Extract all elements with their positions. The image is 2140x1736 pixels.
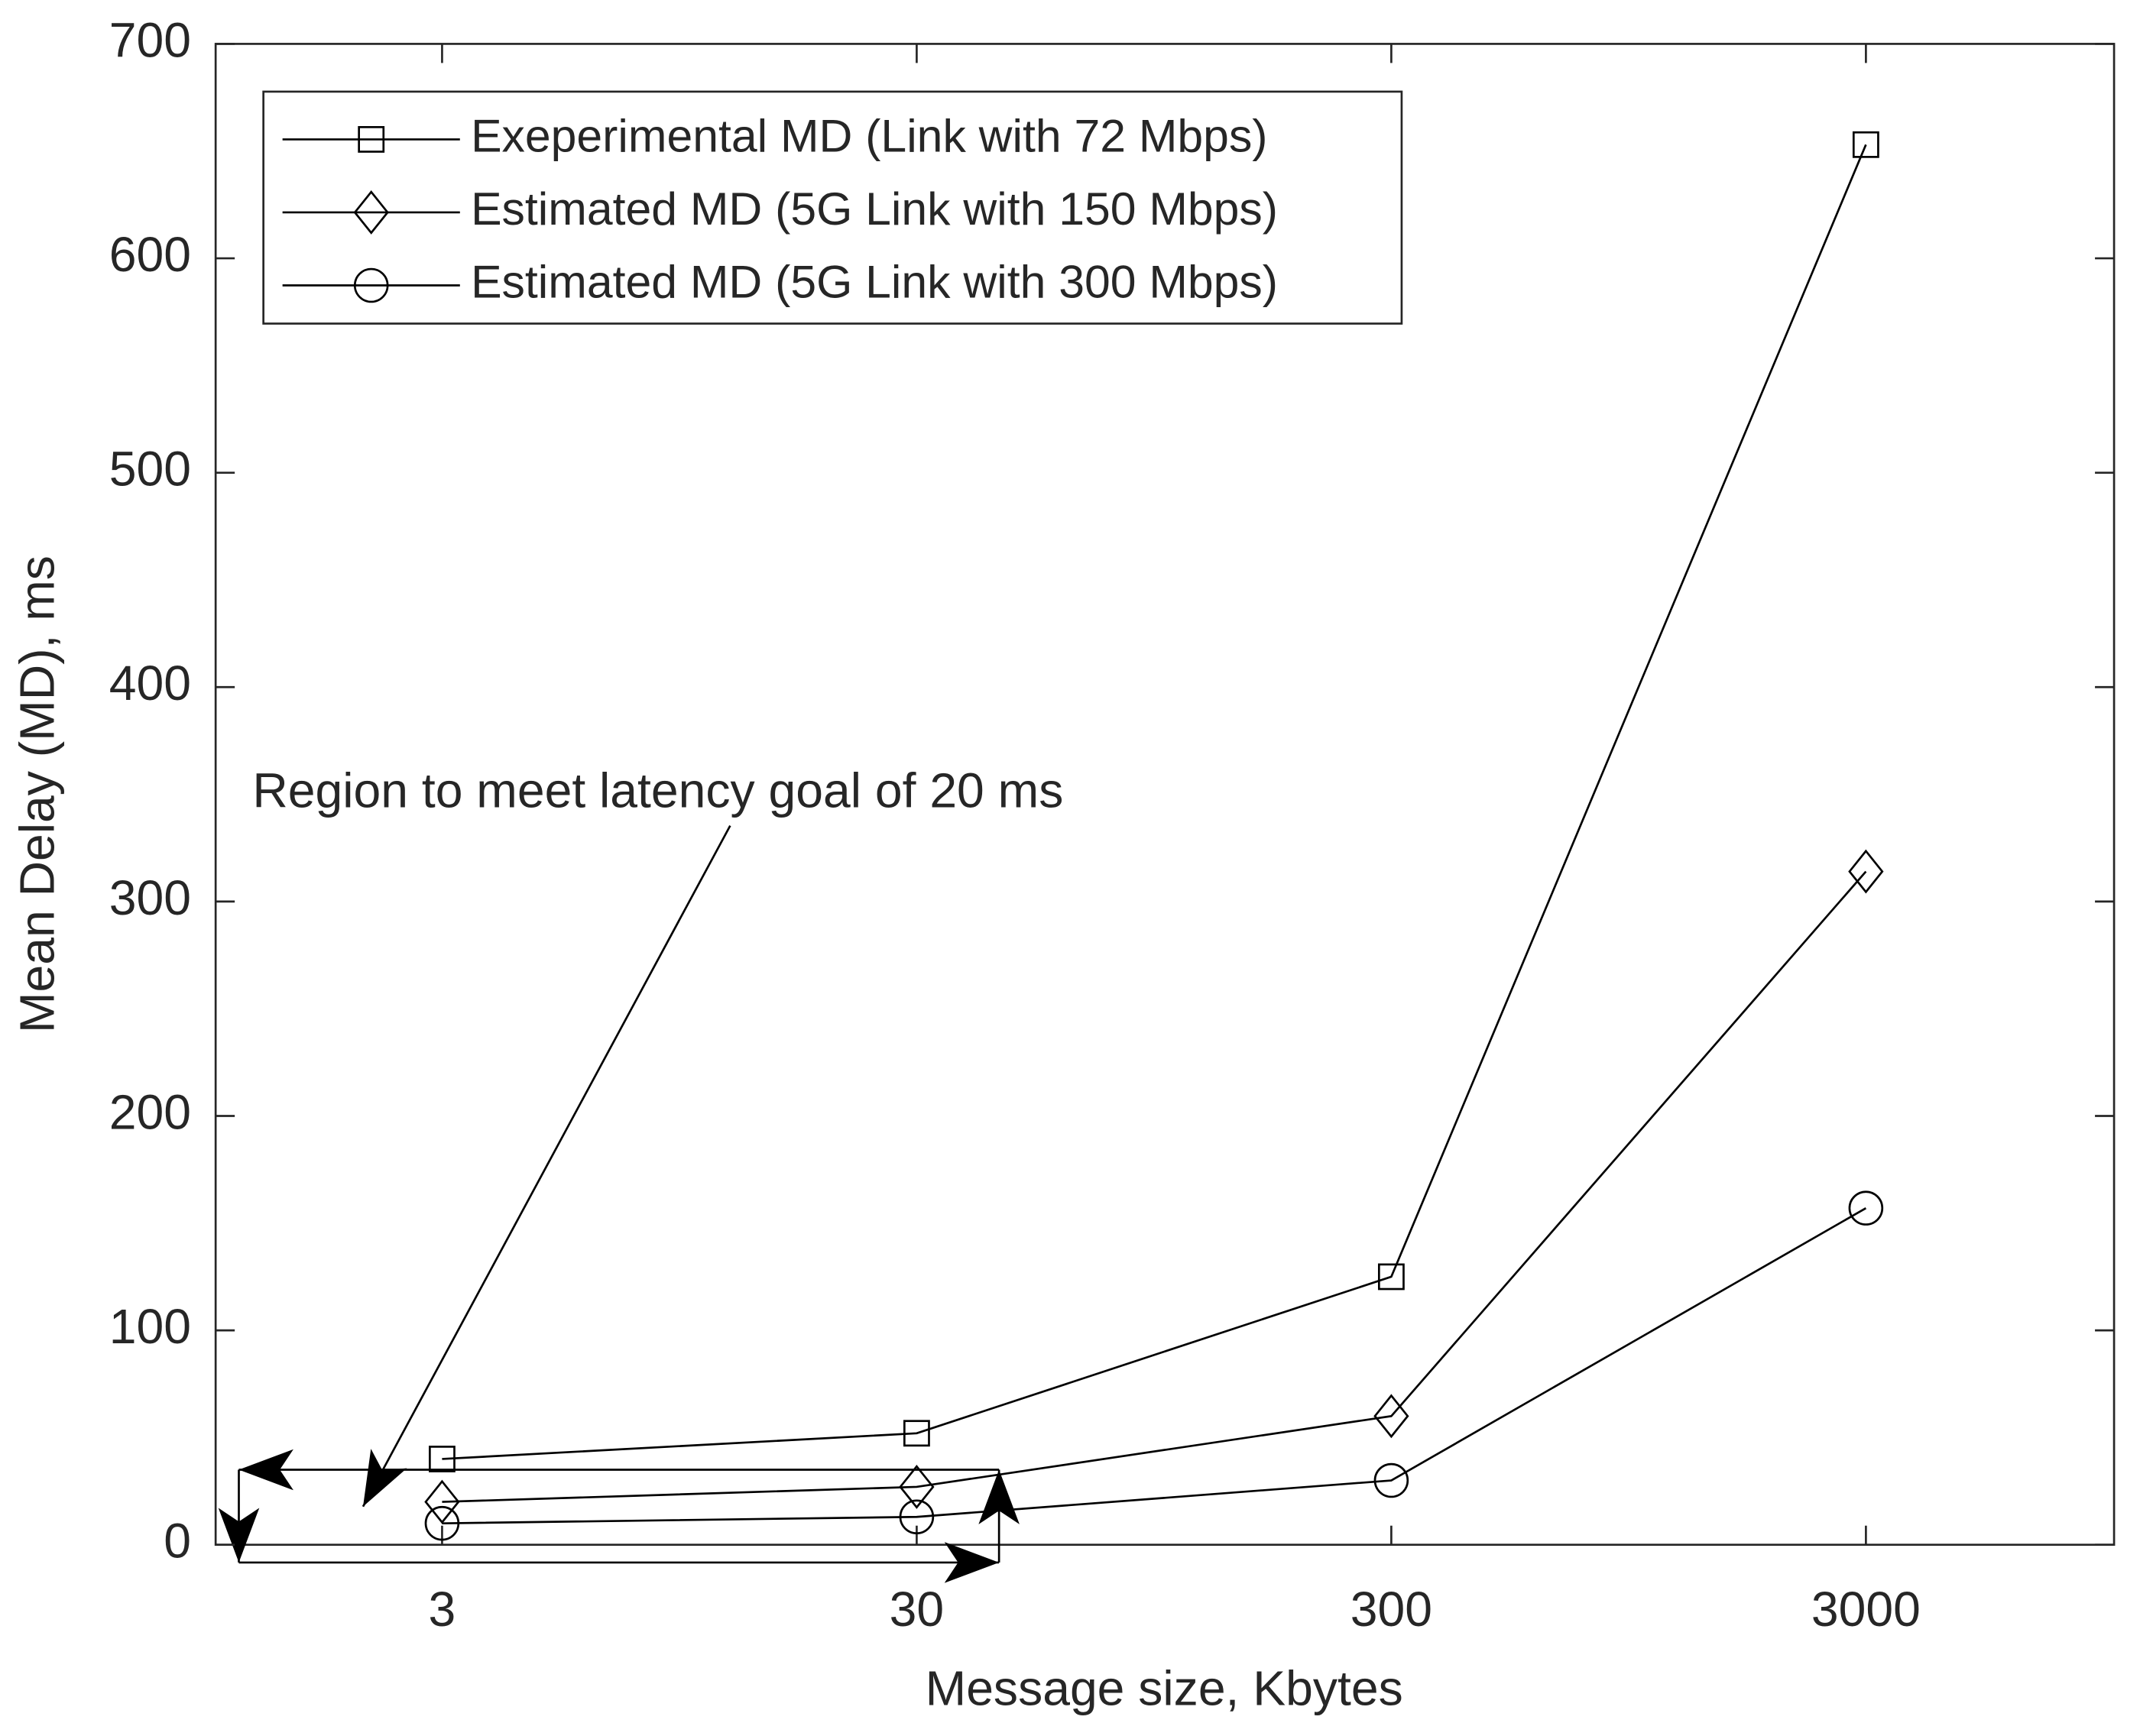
annotation: Region to meet latency goal of 20 ms: [252, 763, 1063, 818]
series-line: [442, 870, 1867, 1503]
marker: [1373, 1394, 1409, 1439]
series-line: [442, 144, 1867, 1460]
y-tick-label: 300: [109, 870, 191, 925]
marker: [1377, 1263, 1405, 1291]
x-tick-label: 30: [890, 1582, 944, 1637]
annotation-arrow: [362, 825, 731, 1508]
marker: [899, 1465, 935, 1509]
y-tick-label: 700: [109, 12, 191, 67]
legend-label: Exeperimental MD (Link with 72 Mbps): [471, 109, 1267, 161]
marker: [1852, 131, 1879, 158]
y-tick-label: 0: [164, 1514, 191, 1569]
legend-label: Estimated MD (5G Link with 300 Mbps): [471, 256, 1278, 308]
annotation-arrows: [218, 825, 1020, 1583]
y-tick-label: 600: [109, 227, 191, 282]
x-tick-label: 3: [429, 1582, 456, 1637]
y-tick-label: 100: [109, 1299, 191, 1354]
y-axis-label: Mean Delay (MD), ms: [10, 555, 65, 1033]
legend-label: Estimated MD (5G Link with 150 Mbps): [471, 183, 1278, 235]
y-tick-label: 200: [109, 1084, 191, 1139]
series-line: [442, 1206, 1867, 1524]
marker: [353, 267, 389, 303]
marker: [424, 1505, 460, 1541]
marker: [1848, 849, 1884, 894]
marker: [358, 126, 385, 153]
marker: [1848, 1190, 1884, 1226]
marker: [1373, 1462, 1409, 1498]
y-tick-label: 400: [109, 656, 191, 711]
plot-frame: [214, 43, 2116, 1547]
marker: [353, 190, 389, 235]
x-tick-label: 3000: [1811, 1582, 1921, 1637]
y-tick-label: 500: [109, 442, 191, 497]
marker: [429, 1446, 456, 1472]
marker: [899, 1499, 935, 1535]
marker: [903, 1420, 930, 1447]
x-tick-label: 300: [1350, 1582, 1432, 1637]
x-axis-label: Message size, Kbytes: [926, 1661, 1403, 1716]
